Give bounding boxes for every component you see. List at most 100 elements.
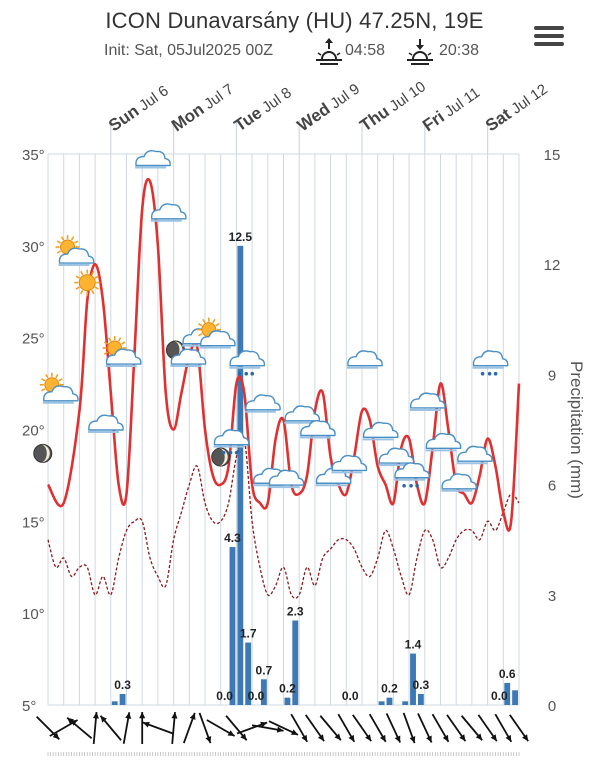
wind-arrow-icon (337, 713, 356, 743)
wind-arrow-icon (268, 720, 299, 736)
cloud-icon (441, 473, 478, 492)
cloud-icon (150, 203, 187, 222)
sunrise-icon (316, 38, 342, 65)
cloud-icon (284, 405, 321, 424)
precip-bar (512, 690, 518, 705)
precip-bar (229, 547, 236, 705)
day-label: Tue Jul 8 (231, 83, 295, 136)
wind-arrow-icon (206, 719, 236, 737)
y-tick-temperature: 20° (22, 423, 45, 440)
moon-icon (33, 443, 53, 463)
precip-bar (111, 701, 118, 705)
cloud-icon (456, 445, 493, 465)
sun-cloud-icon (55, 235, 95, 267)
y-tick-precipitation: 3 (548, 588, 556, 605)
day-label: Sat Jul 12 (482, 79, 551, 135)
precip-bar (284, 697, 291, 705)
precip-data-label: 0.2 (381, 682, 398, 696)
day-label: Thu Jul 10 (356, 76, 429, 135)
precip-bar (386, 697, 393, 705)
precip-bar (378, 701, 385, 705)
cloud-icon (425, 432, 462, 452)
precip-bar (402, 701, 409, 705)
wind-arrow-icon (171, 711, 178, 745)
y-tick-temperature: 35° (22, 147, 45, 164)
y-tick-precipitation: 6 (548, 478, 556, 495)
wind-arrow-icon (142, 721, 174, 735)
precip-data-label: 1.7 (240, 627, 257, 641)
sun-cloud-icon (196, 317, 236, 349)
wind-arrow-icon (99, 715, 122, 741)
cloud-icon (362, 421, 399, 441)
wind-arrow-icon (352, 714, 372, 742)
wind-arrow-icon (251, 724, 284, 733)
precip-data-label: 0.6 (499, 667, 516, 681)
day-label: Fri Jul 11 (419, 83, 483, 136)
y-tick-temperature: 30° (22, 239, 45, 256)
y-tick-temperature: 5° (22, 698, 36, 715)
wind-arrow-icon (446, 714, 467, 742)
wind-arrow-icon (431, 713, 450, 743)
precip-bar (260, 679, 267, 705)
day-label: Sun Jul 6 (105, 81, 172, 136)
cloud-icon (347, 350, 383, 369)
wind-arrow-icon (182, 712, 196, 744)
rain-cloud-icon (394, 462, 430, 488)
wind-arrow-icon (402, 712, 416, 744)
precip-bar (292, 620, 299, 705)
precip-bar (504, 682, 511, 705)
wind-arrow-icon (477, 714, 498, 742)
precip-data-label: 0.0 (216, 689, 233, 703)
wind-arrow-icon (319, 715, 342, 741)
wind-arrow-icon (509, 714, 529, 742)
day-label: Wed Jul 9 (294, 79, 363, 136)
precip-data-label: 0.3 (114, 678, 131, 692)
rain-cloud-icon (472, 350, 509, 376)
wind-arrow-icon (417, 713, 433, 743)
wind-arrow-icon (66, 717, 93, 739)
wind-arrow-icon (122, 712, 132, 744)
wind-arrow-icon (290, 713, 308, 743)
cloud-icon (244, 394, 281, 413)
precip-data-label: 0.0 (342, 689, 359, 703)
cloud-icon (331, 454, 368, 474)
precip-data-label: 1.4 (405, 638, 422, 652)
page-title: ICON Dunavarsány (HU) 47.25N, 19E (105, 8, 484, 33)
wind-arrow-icon (494, 713, 513, 743)
dewpoint-line (47, 434, 520, 599)
moon-cloud-icon (165, 340, 207, 368)
y-tick-temperature: 10° (22, 606, 45, 623)
hamburger-menu-icon[interactable] (534, 26, 564, 48)
y-tick-precipitation: 12 (544, 257, 561, 274)
cloud-icon (135, 149, 171, 169)
wind-arrow-icon (385, 713, 401, 743)
init-time: Init: Sat, 05Jul2025 00Z (104, 42, 273, 59)
wind-arrow-icon (92, 711, 99, 745)
y-tick-precipitation: 9 (548, 367, 556, 384)
sun-icon (74, 269, 101, 296)
wind-arrow-icon (225, 715, 248, 741)
wind-arrow-icon (36, 716, 60, 740)
y-axis-label: Precipitation (mm) (567, 361, 586, 499)
precip-data-label: 0.7 (256, 663, 273, 677)
wind-arrow-icon (139, 712, 146, 744)
precip-bar (245, 642, 252, 705)
precip-data-label: 12.5 (229, 230, 253, 244)
cloud-icon (378, 447, 415, 467)
rain-cloud-icon (229, 350, 266, 376)
rain-cloud-icon (213, 429, 250, 455)
y-tick-temperature: 15° (22, 514, 45, 531)
wind-arrow-icon (460, 715, 483, 741)
cloud-icon (87, 414, 124, 433)
sunrise-time: 04:58 (345, 42, 386, 59)
cloud-icon (268, 469, 305, 489)
day-label: Mon Jul 7 (168, 79, 237, 135)
precip-data-label: 0.2 (279, 682, 296, 696)
cloud-icon (409, 392, 446, 411)
precip-data-label: 2.3 (287, 605, 304, 619)
cloud-icon (299, 419, 336, 439)
precip-data-label: 0.3 (413, 678, 430, 692)
wind-arrow-icon (368, 713, 387, 743)
precip-bar (417, 693, 424, 705)
